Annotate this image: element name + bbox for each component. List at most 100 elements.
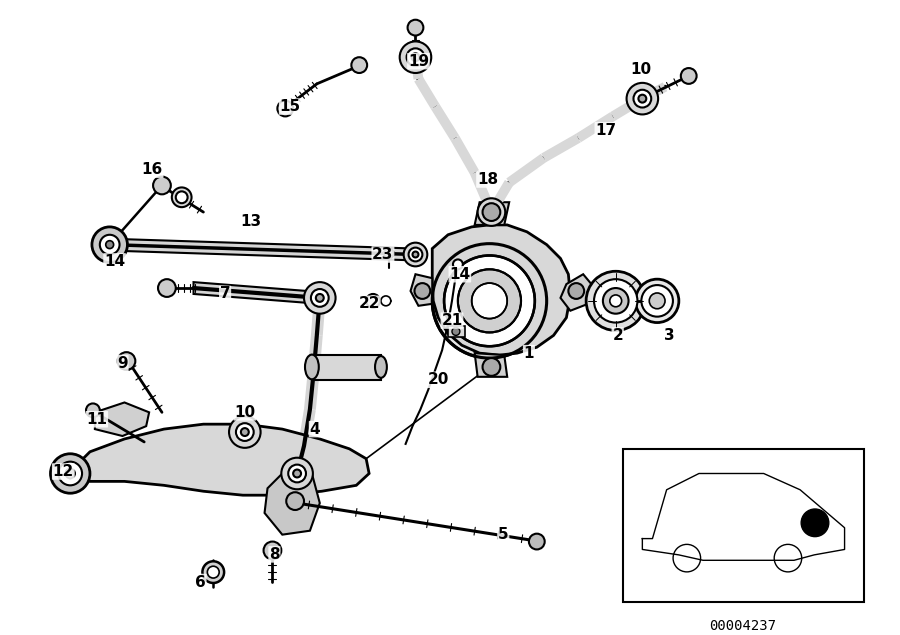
Text: 8: 8 (269, 547, 280, 562)
Circle shape (158, 279, 176, 297)
Circle shape (483, 204, 500, 220)
Circle shape (444, 255, 535, 346)
Circle shape (176, 191, 187, 203)
Circle shape (50, 454, 90, 493)
Circle shape (482, 203, 500, 221)
Text: 00004237: 00004237 (709, 620, 777, 634)
Circle shape (453, 260, 463, 269)
Circle shape (412, 251, 418, 257)
Circle shape (310, 289, 328, 307)
Polygon shape (470, 171, 496, 214)
Circle shape (229, 417, 261, 448)
Circle shape (529, 533, 544, 549)
Polygon shape (310, 297, 326, 336)
Text: 14: 14 (449, 267, 471, 282)
Polygon shape (576, 112, 616, 142)
Circle shape (642, 285, 673, 317)
Circle shape (282, 458, 313, 490)
Polygon shape (507, 154, 546, 187)
Circle shape (366, 294, 380, 308)
Circle shape (58, 462, 82, 485)
Circle shape (66, 469, 76, 478)
Ellipse shape (375, 356, 387, 378)
Circle shape (458, 269, 521, 333)
Text: 13: 13 (240, 215, 261, 229)
Circle shape (86, 403, 100, 417)
Circle shape (478, 198, 505, 226)
Text: 4: 4 (310, 422, 320, 437)
Text: 23: 23 (373, 247, 393, 262)
Polygon shape (265, 474, 319, 535)
Bar (623, 449, 864, 602)
Text: 10: 10 (234, 405, 256, 420)
Circle shape (403, 243, 427, 266)
Circle shape (202, 561, 224, 583)
Circle shape (482, 358, 500, 376)
Circle shape (381, 296, 391, 306)
Circle shape (635, 279, 679, 323)
Circle shape (415, 283, 430, 299)
Polygon shape (487, 180, 513, 215)
Circle shape (277, 100, 293, 116)
Text: 22: 22 (358, 297, 380, 311)
Text: 6: 6 (195, 575, 206, 589)
Polygon shape (431, 104, 459, 141)
Text: 21: 21 (441, 313, 463, 328)
Polygon shape (70, 424, 369, 495)
Circle shape (293, 469, 301, 478)
Circle shape (105, 241, 113, 248)
Ellipse shape (305, 354, 319, 379)
Polygon shape (448, 326, 464, 337)
Circle shape (408, 20, 423, 36)
Polygon shape (410, 274, 432, 306)
Text: 3: 3 (663, 328, 674, 343)
Circle shape (172, 187, 192, 207)
Circle shape (351, 57, 367, 73)
Circle shape (286, 492, 304, 510)
Circle shape (407, 48, 425, 66)
Polygon shape (474, 202, 509, 225)
Circle shape (92, 227, 128, 262)
Circle shape (236, 423, 254, 441)
Circle shape (452, 328, 460, 335)
Polygon shape (610, 95, 645, 121)
Polygon shape (414, 76, 439, 109)
Circle shape (264, 542, 282, 559)
Text: 9: 9 (117, 356, 128, 370)
Text: 15: 15 (280, 99, 301, 114)
Text: 18: 18 (477, 172, 498, 187)
Circle shape (100, 235, 120, 255)
Circle shape (411, 53, 419, 61)
Text: 16: 16 (141, 162, 163, 177)
Polygon shape (110, 239, 416, 260)
Circle shape (304, 282, 336, 314)
Polygon shape (640, 83, 667, 103)
Polygon shape (432, 225, 571, 355)
Circle shape (153, 177, 171, 194)
Polygon shape (410, 57, 423, 79)
Circle shape (207, 566, 220, 578)
Polygon shape (194, 282, 320, 304)
Circle shape (594, 279, 637, 323)
Text: 19: 19 (408, 54, 429, 69)
Polygon shape (298, 408, 316, 447)
Circle shape (489, 209, 494, 215)
Text: 2: 2 (612, 328, 623, 343)
Circle shape (586, 271, 645, 330)
Circle shape (634, 90, 652, 107)
Polygon shape (451, 136, 479, 175)
Circle shape (400, 41, 431, 73)
Text: 11: 11 (86, 411, 107, 427)
Circle shape (384, 248, 394, 258)
Text: 10: 10 (631, 62, 652, 77)
Circle shape (680, 68, 697, 84)
Polygon shape (94, 403, 149, 436)
Text: 1: 1 (524, 345, 535, 361)
Circle shape (241, 428, 248, 436)
Circle shape (626, 83, 658, 114)
Text: 20: 20 (428, 372, 449, 387)
Text: 12: 12 (53, 464, 74, 479)
Circle shape (472, 283, 508, 319)
Circle shape (118, 352, 135, 370)
Circle shape (610, 295, 622, 307)
